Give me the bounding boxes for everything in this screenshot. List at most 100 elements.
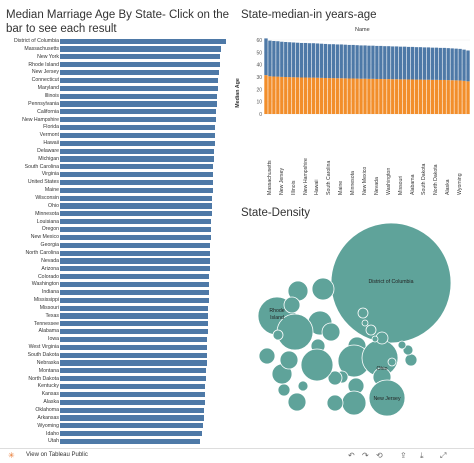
stacked-bar-lower[interactable]	[422, 79, 427, 114]
stacked-bar-lower[interactable]	[347, 78, 351, 114]
stacked-bar-upper[interactable]	[466, 50, 470, 82]
state-bar[interactable]	[60, 360, 207, 366]
state-bar[interactable]	[60, 313, 209, 319]
state-bubble[interactable]	[368, 379, 406, 417]
stacked-bar-upper[interactable]	[319, 43, 324, 78]
stacked-bar-upper[interactable]	[426, 47, 431, 80]
state-bubble[interactable]	[397, 340, 407, 350]
stacked-bar-upper[interactable]	[355, 45, 359, 79]
stacked-bar-upper[interactable]	[379, 45, 383, 79]
stacked-bar-lower[interactable]	[418, 79, 423, 114]
state-bar[interactable]	[60, 415, 204, 421]
state-bubble[interactable]	[258, 347, 276, 365]
stacked-bar-upper[interactable]	[383, 46, 387, 80]
state-bar[interactable]	[60, 321, 208, 327]
state-bar[interactable]	[60, 438, 200, 445]
state-bar[interactable]	[60, 148, 215, 154]
stacked-bar-lower[interactable]	[284, 77, 288, 114]
state-bubble[interactable]	[283, 296, 301, 314]
stacked-bar-upper[interactable]	[398, 46, 403, 80]
stacked-bar-upper[interactable]	[331, 44, 336, 79]
stacked-bar-upper[interactable]	[359, 45, 363, 79]
stacked-bar-lower[interactable]	[327, 78, 332, 114]
stacked-bar-lower[interactable]	[434, 79, 439, 114]
stacked-bar-upper[interactable]	[327, 44, 332, 79]
stacked-bar-lower[interactable]	[280, 76, 284, 114]
state-bar[interactable]	[60, 368, 206, 374]
state-bar[interactable]	[60, 289, 209, 295]
state-bubble[interactable]	[272, 329, 284, 341]
state-bubble[interactable]	[327, 370, 343, 386]
stacked-bar-lower[interactable]	[414, 79, 419, 114]
state-bar[interactable]	[60, 124, 216, 131]
stacked-bar-upper[interactable]	[299, 42, 304, 78]
state-bar[interactable]	[60, 384, 206, 390]
stacked-bar-chart[interactable]: 0 10 20 30 40 50 60	[240, 36, 472, 116]
state-bar[interactable]	[60, 101, 217, 107]
stacked-bar-upper[interactable]	[268, 40, 272, 77]
stacked-bar-lower[interactable]	[398, 79, 403, 114]
stacked-bar-upper[interactable]	[315, 43, 320, 78]
state-bar[interactable]	[60, 297, 209, 303]
stacked-bar-upper[interactable]	[414, 47, 419, 80]
stacked-bar-lower[interactable]	[272, 76, 276, 114]
stacked-bar-upper[interactable]	[351, 44, 355, 79]
stacked-bar-upper[interactable]	[387, 46, 391, 80]
state-bar[interactable]	[60, 234, 211, 241]
share-icon[interactable]: ⇪	[400, 451, 407, 460]
state-bar[interactable]	[60, 179, 213, 186]
stacked-bar-upper[interactable]	[446, 48, 450, 81]
state-bubble[interactable]	[387, 357, 397, 367]
stacked-bar-lower[interactable]	[323, 77, 328, 114]
state-bar[interactable]	[60, 242, 211, 248]
stacked-bar-upper[interactable]	[402, 46, 407, 80]
state-bar[interactable]	[60, 77, 219, 84]
redo-icon[interactable]: ↷	[362, 451, 369, 460]
stacked-bar-upper[interactable]	[454, 48, 458, 81]
state-bar[interactable]	[60, 203, 212, 209]
stacked-bar-upper[interactable]	[418, 47, 423, 80]
state-bar[interactable]	[60, 423, 204, 429]
state-bar[interactable]	[60, 85, 218, 91]
stacked-bar-upper[interactable]	[458, 48, 462, 81]
stacked-bar-lower[interactable]	[379, 78, 383, 114]
state-bubble[interactable]	[365, 324, 377, 336]
state-bubble[interactable]	[404, 353, 418, 367]
stacked-bar-upper[interactable]	[450, 48, 454, 81]
state-bubble[interactable]	[341, 390, 367, 416]
stacked-bar-upper[interactable]	[311, 43, 316, 78]
stacked-bar-lower[interactable]	[402, 79, 407, 114]
stacked-bar-lower[interactable]	[446, 80, 450, 114]
state-bar[interactable]	[60, 391, 206, 398]
stacked-bar-lower[interactable]	[466, 81, 470, 114]
stacked-bar-lower[interactable]	[410, 79, 415, 114]
state-bar[interactable]	[60, 219, 212, 225]
stacked-bar-lower[interactable]	[268, 76, 272, 114]
stacked-bar-upper[interactable]	[307, 43, 312, 78]
state-bar[interactable]	[60, 274, 210, 280]
state-bar[interactable]	[60, 187, 213, 193]
state-bubble[interactable]	[279, 350, 299, 370]
state-bar[interactable]	[60, 195, 213, 201]
stacked-bar-lower[interactable]	[406, 79, 411, 114]
stacked-bar-lower[interactable]	[331, 78, 336, 114]
stacked-bar-lower[interactable]	[375, 78, 379, 114]
stacked-bar-lower[interactable]	[303, 77, 308, 114]
stacked-bar-lower[interactable]	[292, 77, 296, 114]
state-bubble[interactable]	[371, 335, 379, 343]
state-bubble[interactable]	[361, 319, 369, 327]
revert-icon[interactable]: ⟲	[376, 451, 383, 460]
state-bubble[interactable]	[287, 392, 307, 412]
stacked-bar-upper[interactable]	[367, 45, 371, 79]
stacked-bar-lower[interactable]	[319, 77, 324, 114]
stacked-bar-upper[interactable]	[438, 47, 442, 80]
state-bar[interactable]	[60, 70, 219, 76]
state-bar[interactable]	[60, 431, 202, 437]
stacked-bar-upper[interactable]	[395, 46, 399, 80]
state-bar[interactable]	[60, 250, 211, 256]
stacked-bar-upper[interactable]	[430, 47, 435, 80]
stacked-bar-lower[interactable]	[462, 80, 466, 114]
stacked-bar-lower[interactable]	[299, 77, 304, 114]
stacked-bar-upper[interactable]	[295, 42, 300, 78]
state-bar[interactable]	[60, 38, 226, 44]
